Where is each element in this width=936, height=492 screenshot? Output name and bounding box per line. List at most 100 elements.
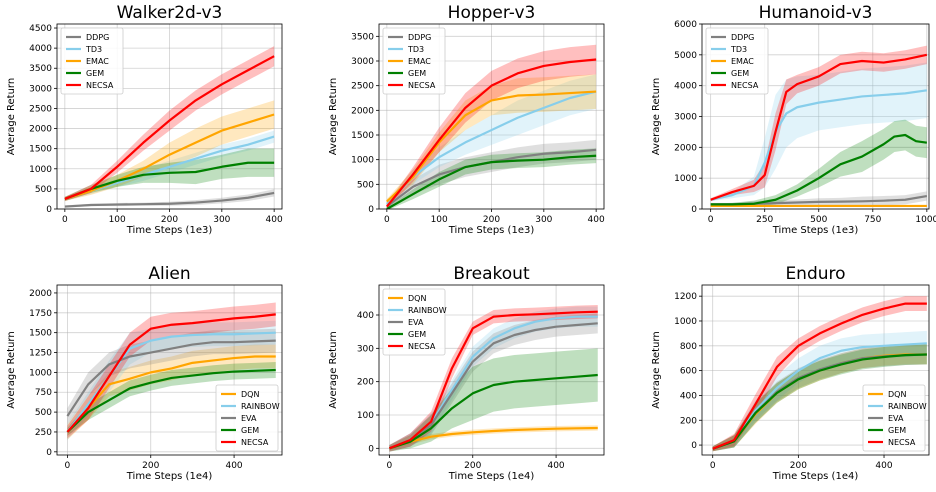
plot-area [64, 46, 275, 208]
chart-title: Enduro [785, 264, 845, 284]
y-tick-label: 400 [357, 311, 374, 321]
x-tick-label: 400 [875, 461, 892, 471]
legend-label-td3: TD3 [730, 45, 747, 54]
y-tick-label: 600 [680, 367, 697, 377]
chart-panel: 0 200 400 0 100 200 300 400 Breakout Time Steps (… [328, 264, 605, 482]
y-tick-label: 1000 [29, 368, 52, 378]
y-tick-label: 4000 [29, 44, 52, 54]
series-band-gem [710, 119, 927, 207]
x-axis-label: Time Steps (1e4) [126, 471, 213, 482]
y-tick-label: 250 [35, 428, 52, 438]
chart-panel: 0 100 200 300 400 0 500 1000 1500 2000 2500 3000 350… [328, 3, 605, 236]
series-line-necsa [64, 55, 275, 200]
y-tick-label: 500 [35, 408, 52, 418]
series-band-necsa [712, 296, 927, 452]
legend-label-necsa: NECSA [86, 81, 114, 90]
y-tick-label: 500 [35, 185, 52, 195]
y-tick-label: 0 [368, 444, 374, 454]
legend-label-rainbow: RAINBOW [241, 402, 280, 411]
x-tick-label: 750 [864, 215, 881, 225]
y-tick-label: 0 [46, 205, 52, 215]
legend: DDPG TD3 EMAC GEM NECSA [705, 27, 769, 95]
y-tick-label: 100 [357, 411, 374, 421]
x-tick-label: 0 [387, 461, 393, 471]
x-tick-label: 300 [535, 215, 552, 225]
y-axis-label: Average Return [651, 331, 662, 408]
legend-label-necsa: NECSA [888, 438, 916, 447]
series-line-emac [64, 113, 275, 200]
y-tick-label: 5000 [674, 51, 697, 61]
series-line-necsa [712, 302, 927, 450]
x-tick-label: 100 [431, 215, 448, 225]
y-tick-label: 6000 [674, 20, 697, 30]
legend-label-emac: EMAC [731, 57, 754, 66]
legend-label-td3: TD3 [85, 45, 102, 54]
series-line-gem [66, 368, 276, 433]
legend: DDPG TD3 EMAC GEM NECSA [382, 27, 446, 95]
legend-label-td3: TD3 [407, 45, 424, 54]
series-line-eva [389, 322, 598, 450]
x-tick-label: 0 [65, 461, 71, 471]
x-axis-label: Time Steps (1e3) [126, 225, 213, 236]
x-tick-label: 1000 [915, 215, 936, 225]
series-line-eva [66, 339, 276, 417]
plot-area [385, 44, 597, 209]
legend: DDPG TD3 EMAC GEM NECSA [60, 27, 124, 95]
y-tick-label: 2500 [351, 82, 374, 92]
legend-label-eva: EVA [241, 414, 257, 423]
x-axis-label: Time Steps (1e3) [448, 225, 535, 236]
y-tick-label: 400 [680, 391, 697, 401]
legend: DQN RAINBOW EVA GEM NECSA [382, 288, 447, 356]
series-line-necsa [385, 58, 597, 208]
y-tick-label: 1200 [674, 292, 697, 302]
y-tick-label: 1500 [29, 329, 52, 339]
y-tick-label: 0 [368, 205, 374, 215]
y-tick-label: 4500 [29, 24, 52, 34]
series-line-td3 [386, 90, 597, 205]
y-tick-label: 200 [680, 416, 697, 426]
series-line-necsa [389, 310, 598, 450]
y-tick-label: 2000 [29, 289, 52, 299]
series-band-dqn [389, 425, 598, 450]
x-tick-label: 200 [464, 461, 481, 471]
plot-area [712, 296, 927, 452]
legend-label-gem: GEM [86, 69, 104, 78]
y-tick-label: 1000 [351, 156, 374, 166]
x-tick-label: 200 [483, 215, 500, 225]
y-tick-label: 1000 [674, 174, 697, 184]
series-band-necsa [389, 305, 598, 452]
y-tick-label: 2500 [29, 104, 52, 114]
legend-label-dqn: DQN [408, 294, 426, 303]
series-band-emac [64, 100, 275, 201]
chart-title: Hopper-v3 [448, 3, 536, 23]
plot-frame [701, 284, 930, 456]
legend-box [382, 288, 446, 356]
series-line-necsa [66, 313, 276, 433]
y-tick-label: 800 [680, 342, 697, 352]
y-tick-label: 2000 [674, 143, 697, 153]
legend-label-gem: GEM [888, 426, 906, 435]
chart-title: Breakout [453, 264, 530, 284]
series-band-gem [386, 148, 597, 209]
x-tick-label: 400 [588, 215, 605, 225]
legend-label-rainbow: RAINBOW [408, 306, 447, 315]
legend-label-dqn: DQN [241, 390, 259, 399]
legend-label-gem: GEM [731, 69, 749, 78]
legend-label-necsa: NECSA [408, 81, 436, 90]
x-tick-label: 500 [810, 215, 827, 225]
y-tick-label: 1000 [674, 317, 697, 327]
legend-label-ddpg: DDPG [86, 33, 109, 42]
y-tick-label: 0 [691, 441, 697, 451]
legend-label-necsa: NECSA [408, 342, 436, 351]
legend-label-dqn: DQN [888, 390, 906, 399]
x-tick-label: 0 [708, 215, 714, 225]
y-tick-label: 4000 [674, 82, 697, 92]
y-tick-label: 1500 [29, 145, 52, 155]
plot-frame [56, 23, 283, 210]
legend-label-emac: EMAC [86, 57, 109, 66]
plot-area [710, 45, 928, 208]
y-tick-label: 3500 [351, 32, 374, 42]
y-tick-label: 0 [691, 205, 697, 215]
series-line-gem [712, 353, 927, 450]
